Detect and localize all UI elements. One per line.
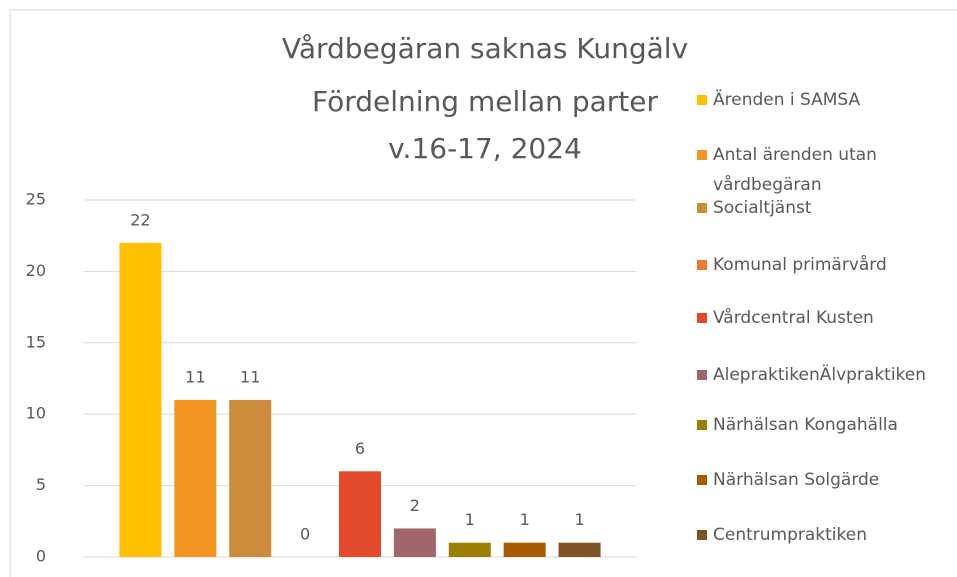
legend-item: Antal ärenden utan vårdbegäran — [697, 140, 957, 200]
y-tick-label: 25 — [26, 190, 46, 209]
bar — [119, 242, 162, 557]
data-label: 11 — [185, 367, 205, 386]
bar — [558, 542, 601, 557]
y-tick-label: 15 — [26, 332, 46, 351]
y-tick-label: 10 — [26, 404, 46, 423]
data-label: 1 — [465, 510, 475, 529]
legend-swatch — [697, 370, 707, 380]
legend-label: Komunal primärvård — [713, 255, 887, 275]
legend-label: Vårdcentral Kusten — [713, 308, 874, 328]
legend-item: Närhälsan Solgärde — [697, 465, 957, 495]
data-label: 22 — [130, 210, 150, 229]
legend-swatch — [697, 203, 707, 213]
legend-label: Ärenden i SAMSA — [713, 90, 861, 110]
legend-swatch — [697, 150, 707, 160]
legend-label: Närhälsan Kongahälla — [713, 415, 898, 435]
y-tick-label: 5 — [36, 475, 46, 494]
bar — [339, 471, 381, 557]
bar — [174, 399, 217, 557]
data-label: 6 — [355, 439, 365, 458]
legend-label: AlepraktikenÄlvpraktiken — [713, 365, 927, 385]
y-tick-label: 20 — [26, 261, 46, 280]
chart-title: Vårdbegäran saknas Kungälv — [282, 32, 688, 65]
legend-swatch — [697, 313, 707, 323]
bar — [393, 528, 436, 557]
data-label: 0 — [300, 525, 310, 544]
legend-swatch — [697, 530, 707, 540]
data-label: 2 — [410, 496, 420, 515]
legend-swatch — [697, 420, 707, 430]
y-tick-label: 0 — [36, 547, 46, 566]
legend-item: Komunal primärvård — [697, 250, 957, 280]
chart-border — [9, 9, 957, 577]
chart-title: Fördelning mellan parter — [312, 85, 658, 118]
data-label: 1 — [574, 510, 584, 529]
legend-label: Socialtjänst — [713, 198, 812, 218]
legend-swatch — [697, 475, 707, 485]
legend-item: AlepraktikenÄlvpraktiken — [697, 360, 957, 390]
bar — [503, 542, 546, 557]
legend-item: Närhälsan Kongahälla — [697, 410, 957, 440]
bar — [448, 542, 491, 557]
legend-item: Socialtjänst — [697, 193, 957, 223]
legend-label: Centrumpraktiken — [713, 525, 867, 545]
legend-item: Vårdcentral Kusten — [697, 303, 957, 333]
data-label: 1 — [520, 510, 530, 529]
bar — [229, 399, 272, 557]
data-label: 11 — [240, 367, 260, 386]
legend-item: Centrumpraktiken — [697, 520, 957, 550]
legend-swatch — [697, 260, 707, 270]
legend-swatch — [697, 95, 707, 105]
legend-item: Ärenden i SAMSA — [697, 85, 957, 115]
legend-label: Antal ärenden utan vårdbegäran — [713, 145, 877, 195]
legend-label: Närhälsan Solgärde — [713, 470, 880, 490]
chart-title: v.16-17, 2024 — [388, 132, 582, 165]
